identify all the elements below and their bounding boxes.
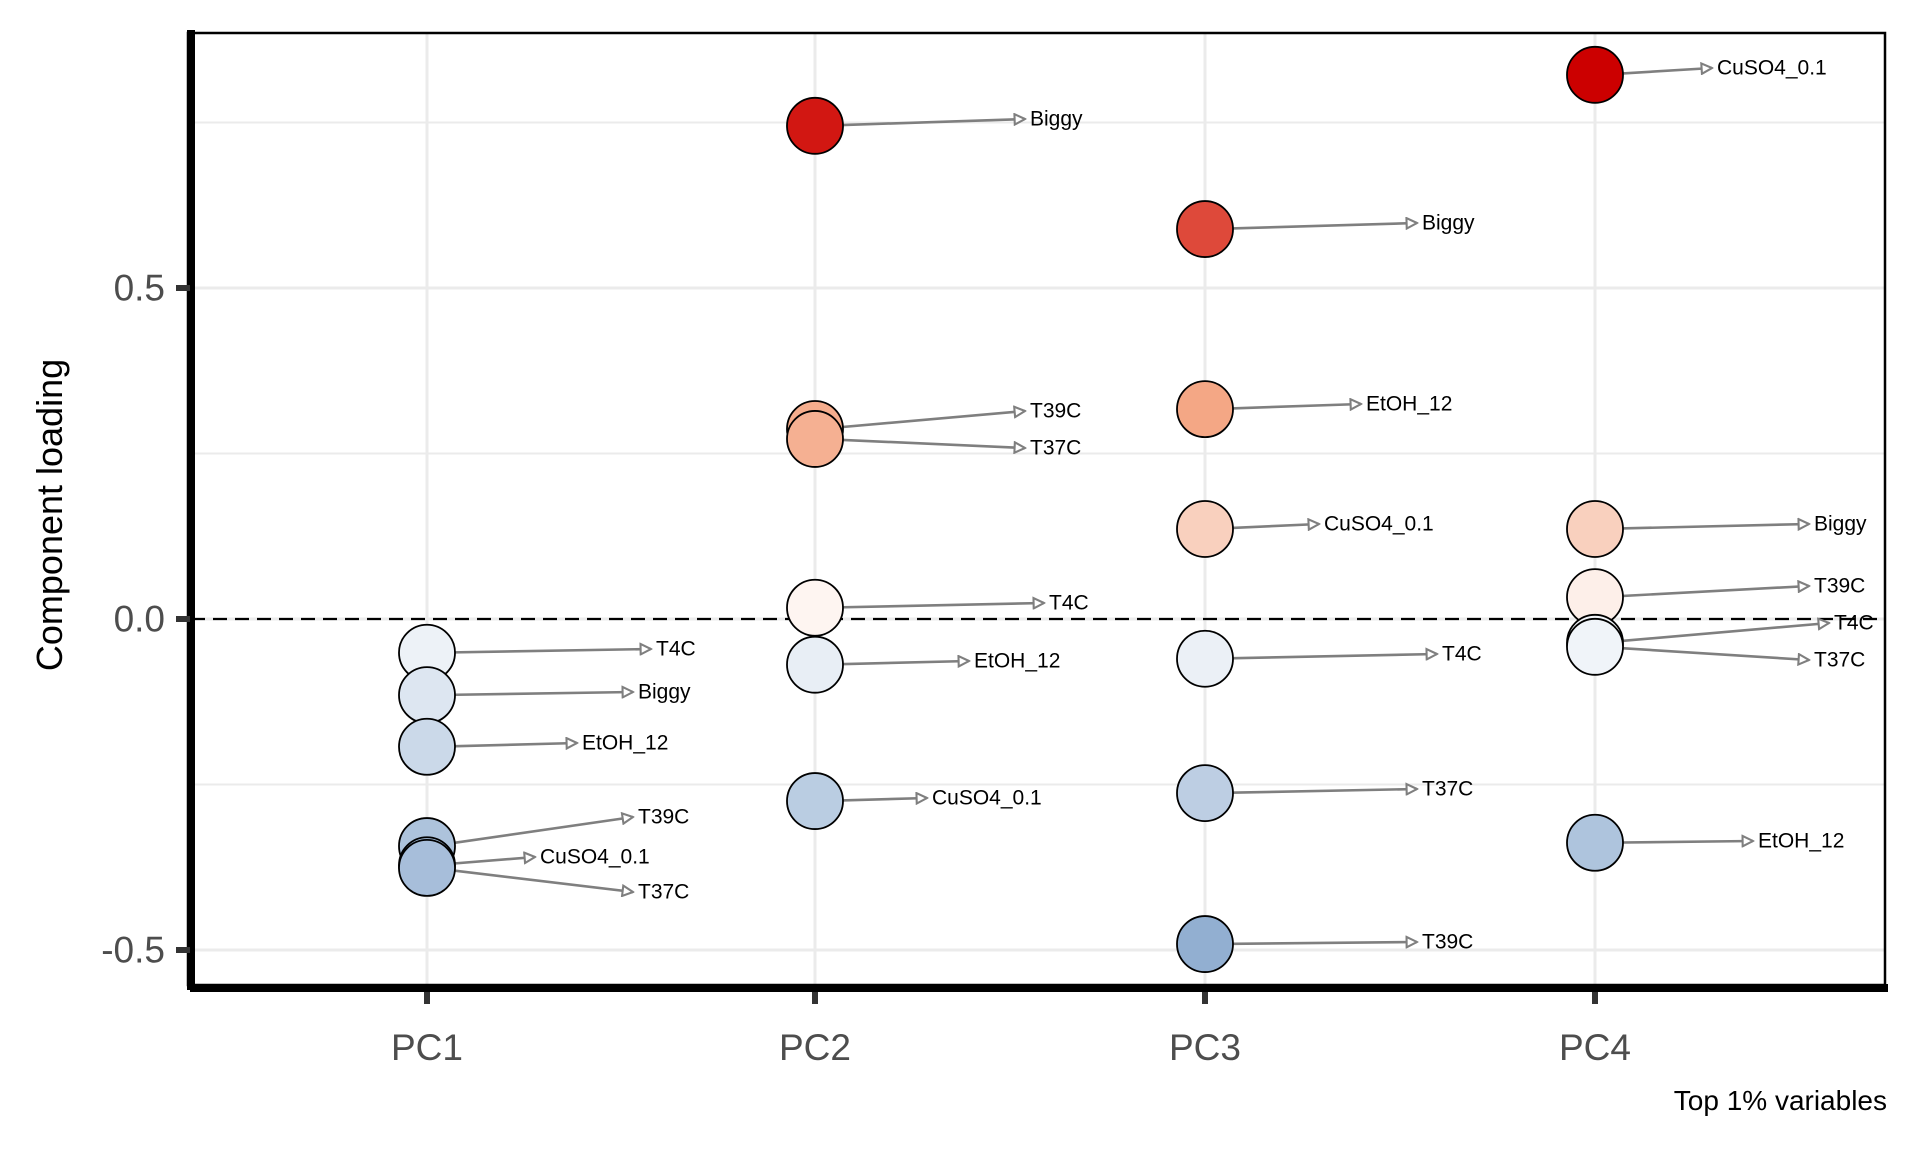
label-pc3-t39c: T39C — [1422, 931, 1473, 954]
label-pc1-t4c: T4C — [656, 638, 696, 661]
label-pc1-t39c: T39C — [638, 806, 689, 829]
point-pc2-t37c — [786, 410, 844, 468]
label-pc4-biggy: Biggy — [1814, 513, 1867, 536]
y-axis-ticks: -0.5 0.0 0.5 — [101, 268, 190, 971]
label-pc2-t39c: T39C — [1030, 400, 1081, 423]
label-pc3-biggy: Biggy — [1422, 212, 1475, 235]
connector-pc4-t4c — [1599, 623, 1829, 645]
connector-pc3-etoh-12 — [1209, 404, 1361, 409]
connector-pc1-etoh-12 — [431, 743, 577, 747]
connector-pc2-t37c — [819, 437, 1025, 448]
point-labels: T4C Biggy EtOH_12 T39C CuSO4_0.1 T37C Biggy T39… — [540, 57, 1874, 954]
connector-pc2-t4c — [819, 603, 1044, 608]
label-pc3-cuso4-0-1: CuSO4_0.1 — [1324, 513, 1434, 536]
point-pc3-t4c — [1176, 629, 1234, 688]
label-pc4-t39c: T39C — [1814, 575, 1865, 598]
x-axis-ticks: PC1 PC2 PC3 PC4 — [391, 992, 1631, 1068]
point-pc2-etoh-12 — [786, 635, 844, 694]
x-tick-label-pc4: PC4 — [1559, 1027, 1631, 1068]
connector-pc1-biggy — [431, 692, 633, 695]
connector-pc2-biggy — [819, 119, 1025, 128]
y-axis-title: Component loading — [29, 359, 70, 671]
point-pc3-t37c — [1176, 764, 1234, 823]
label-pc1-cuso4-0-1: CuSO4_0.1 — [540, 846, 650, 869]
point-pc3-biggy — [1176, 200, 1234, 258]
label-pc3-t37c: T37C — [1422, 778, 1473, 801]
connector-pc3-t39c — [1209, 942, 1417, 944]
connector-pc3-t37c — [1209, 789, 1417, 793]
connector-pc4-biggy — [1599, 524, 1809, 529]
label-pc4-etoh-12: EtOH_12 — [1758, 830, 1844, 853]
x-tick-label-pc3: PC3 — [1169, 1027, 1241, 1068]
point-pc3-etoh-12 — [1176, 380, 1234, 439]
point-pc2-biggy — [786, 96, 844, 155]
points — [398, 45, 1624, 973]
connector-pc4-t39c — [1599, 586, 1809, 599]
label-pc1-biggy: Biggy — [638, 681, 691, 704]
point-pc3-t39c — [1176, 915, 1234, 973]
plot-frame — [186, 30, 1888, 992]
label-pc3-etoh-12: EtOH_12 — [1366, 393, 1452, 416]
connector-pc1-t39c — [431, 817, 633, 848]
connector-pc3-t4c — [1209, 654, 1437, 659]
connector-pc4-etoh-12 — [1599, 841, 1753, 843]
connector-pc3-biggy — [1209, 223, 1417, 231]
label-connectors — [431, 68, 1829, 944]
caption: Top 1% variables — [1674, 1085, 1887, 1116]
label-pc2-biggy: Biggy — [1030, 108, 1083, 131]
point-pc4-t37c — [1566, 617, 1624, 676]
label-pc2-etoh-12: EtOH_12 — [974, 650, 1060, 673]
point-pc4-etoh-12 — [1566, 813, 1624, 872]
connector-pc4-t37c — [1599, 645, 1809, 660]
y-tick-label: 0.0 — [114, 599, 165, 640]
label-pc2-t37c: T37C — [1030, 437, 1081, 460]
x-tick-label-pc2: PC2 — [779, 1027, 851, 1068]
y-tick-label: -0.5 — [101, 930, 165, 971]
label-pc3-t4c: T4C — [1442, 643, 1482, 666]
connector-pc2-etoh-12 — [819, 661, 969, 665]
label-pc4-t4c: T4C — [1834, 612, 1874, 635]
x-tick-label-pc1: PC1 — [391, 1027, 463, 1068]
point-pc2-t4c — [786, 578, 844, 637]
point-pc4-cuso4-0-1 — [1566, 45, 1624, 104]
point-pc4-biggy — [1566, 500, 1624, 558]
point-pc2-cuso4-0-1 — [786, 772, 844, 830]
connector-pc1-t37c — [431, 866, 633, 892]
label-pc2-t4c: T4C — [1049, 592, 1089, 615]
point-pc1-t37c — [398, 839, 456, 897]
point-pc1-etoh-12 — [398, 717, 456, 776]
label-pc2-cuso4-0-1: CuSO4_0.1 — [932, 787, 1042, 810]
point-pc1-biggy — [398, 666, 456, 725]
connector-pc2-t39c — [819, 411, 1025, 431]
label-pc1-etoh-12: EtOH_12 — [582, 732, 668, 755]
y-tick-label: 0.5 — [114, 268, 165, 309]
label-pc1-t37c: T37C — [638, 881, 689, 904]
point-pc3-cuso4-0-1 — [1176, 500, 1234, 558]
connector-pc1-t4c — [431, 649, 651, 653]
label-pc4-t37c: T37C — [1814, 649, 1865, 672]
label-pc4-cuso4-0-1: CuSO4_0.1 — [1717, 57, 1827, 80]
